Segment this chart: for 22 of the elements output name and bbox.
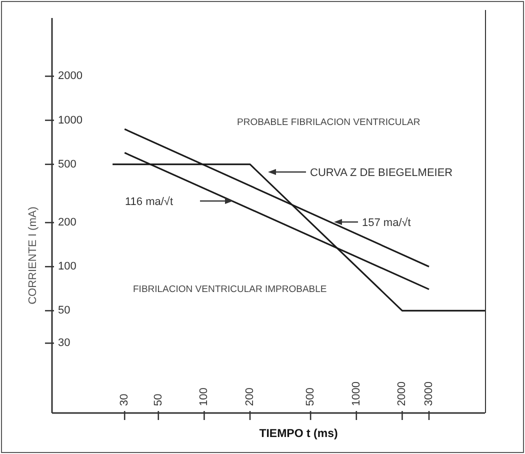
x-tick-label: 3000	[422, 382, 435, 406]
y-tick-label: 500	[58, 158, 76, 170]
y-tick-label: 30	[58, 337, 70, 350]
x-axis-title: TIEMPO t (ms)	[259, 428, 338, 440]
x-tick-label: 2000	[396, 382, 408, 406]
y-axis-title: CORRIENTE I (mA)	[27, 206, 39, 304]
y-tick-label: 50	[58, 304, 70, 317]
annotation: PROBABLE FIBRILACION VENTRICULAR	[237, 117, 420, 128]
series-label: 157 ma/√t	[362, 217, 411, 229]
annotation: FIBRILACION VENTRICULAR IMPROBABLE	[133, 284, 327, 295]
x-tick-label: 200	[244, 388, 256, 406]
y-tick-label: 2000	[58, 70, 82, 82]
y-tick-label: 200	[58, 216, 76, 229]
x-tick-label: 1000	[350, 382, 362, 406]
x-tick-label: 50	[152, 394, 164, 406]
y-tick-label: 100	[58, 260, 76, 273]
series-label: 116 ma/√t	[125, 196, 174, 208]
text: CURVA Z DE BIEGELMEIER	[310, 167, 453, 179]
x-tick-label: 30	[118, 394, 131, 406]
x-tick-label: 100	[198, 388, 210, 406]
x-tick-label: 500	[304, 388, 317, 406]
y-tick-label: 1000	[58, 114, 82, 126]
